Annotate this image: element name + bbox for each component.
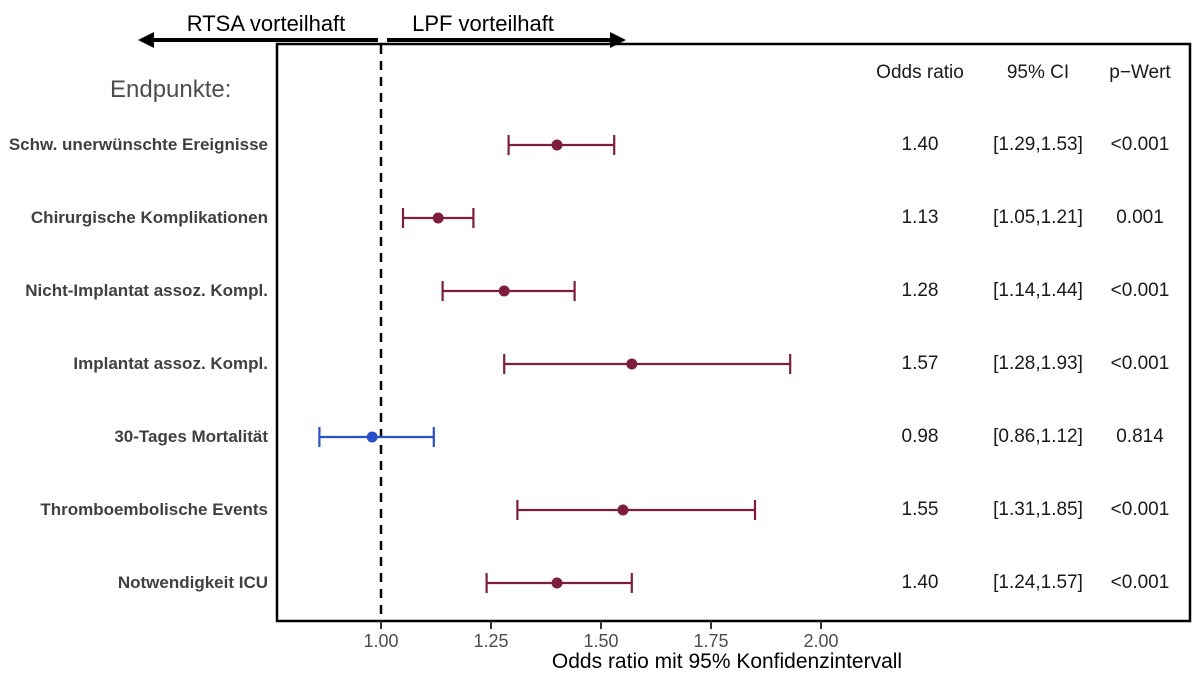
endpoint-label: Schw. unerwünschte Ereignisse: [8, 135, 268, 154]
ci-value: [1.29,1.53]: [993, 134, 1083, 155]
endpoint-label: Chirurgische Komplikationen: [30, 208, 268, 227]
endpoint-label: Thromboembolische Events: [40, 500, 268, 519]
x-axis-title: Odds ratio mit 95% Konfidenzintervall: [551, 650, 903, 673]
odds-ratio-point: [366, 431, 378, 443]
odds-ratio-value: 1.40: [901, 572, 939, 593]
ci-value: [1.14,1.44]: [993, 280, 1083, 301]
x-axis-tick-label: 2.00: [803, 631, 839, 651]
left-arrow-label: RTSA vorteilhaft: [186, 11, 346, 36]
x-axis-tick-label: 1.75: [693, 631, 729, 651]
odds-ratio-point: [626, 358, 638, 370]
odds-ratio-point: [551, 139, 563, 151]
x-axis-tick-label: 1.00: [363, 631, 399, 651]
odds-ratio-value: 1.57: [901, 353, 939, 374]
endpoints-heading: Endpunkte:: [110, 76, 232, 103]
column-header-p-value: p−Wert: [1109, 62, 1171, 83]
odds-ratio-point: [551, 577, 563, 589]
ci-value: [0.86,1.12]: [993, 426, 1083, 447]
p-value: <0.001: [1110, 280, 1170, 301]
ci-value: [1.05,1.21]: [993, 207, 1083, 228]
endpoint-label: Nicht-Implantat assoz. Kompl.: [25, 281, 268, 300]
ci-value: [1.24,1.57]: [993, 572, 1083, 593]
column-header-odds-ratio: Odds ratio: [876, 62, 964, 83]
p-value: <0.001: [1110, 134, 1170, 155]
odds-ratio-value: 1.28: [901, 280, 939, 301]
odds-ratio-value: 1.55: [901, 499, 939, 520]
odds-ratio-value: 1.13: [901, 207, 939, 228]
right-arrow-head: [610, 32, 626, 48]
right-arrow-label: LPF vorteilhaft: [412, 11, 554, 36]
p-value: 0.001: [1116, 207, 1164, 228]
odds-ratio-value: 0.98: [901, 426, 939, 447]
odds-ratio-point: [617, 504, 629, 516]
panel-border: [275, 42, 1192, 623]
ci-value: [1.28,1.93]: [993, 353, 1083, 374]
left-arrow-head: [138, 32, 154, 48]
p-value: <0.001: [1110, 499, 1170, 520]
endpoint-label: Implantat assoz. Kompl.: [73, 354, 268, 373]
odds-ratio-point: [432, 212, 444, 224]
odds-ratio-value: 1.40: [901, 134, 939, 155]
endpoint-label: 30-Tages Mortalität: [114, 427, 268, 446]
ci-value: [1.31,1.85]: [993, 499, 1083, 520]
odds-ratio-point: [498, 285, 510, 297]
column-header-95ci: 95% CI: [1006, 62, 1070, 83]
p-value: <0.001: [1110, 572, 1170, 593]
endpoint-label: Notwendigkeit ICU: [117, 573, 268, 592]
p-value: 0.814: [1116, 426, 1164, 447]
p-value: <0.001: [1110, 353, 1170, 374]
x-axis-tick-label: 1.25: [473, 631, 509, 651]
x-axis-tick-label: 1.50: [583, 631, 619, 651]
